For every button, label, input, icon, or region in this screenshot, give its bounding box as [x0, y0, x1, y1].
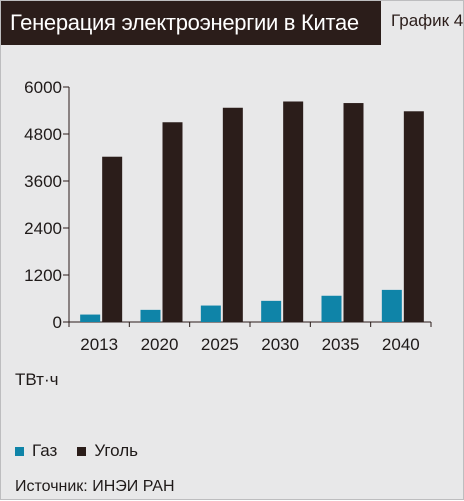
legend-swatch-coal: [77, 446, 87, 456]
gas-bar-2030: [261, 300, 282, 322]
chart-title: Генерация электроэнергии в Китае: [10, 10, 359, 35]
units-label: ТВт·ч: [15, 370, 59, 389]
legend-item-coal: Уголь: [77, 441, 138, 461]
gas-bar-2025: [200, 305, 221, 322]
coal-bar-2040: [403, 111, 424, 323]
x-tick-label: 2035: [322, 335, 360, 354]
legend-label-gas: Газ: [32, 441, 58, 460]
x-tick-label: 2030: [261, 335, 299, 354]
gas-bar-2040: [381, 289, 402, 322]
y-tick-label: 1200: [24, 266, 62, 285]
coal-bar-2013: [102, 156, 123, 322]
coal-bar-2035: [343, 103, 364, 322]
gas-bar-2020: [140, 309, 161, 322]
gas-bar-2035: [321, 295, 342, 322]
x-tick-label: 2013: [80, 335, 118, 354]
legend-item-gas: Газ: [15, 441, 57, 461]
y-tick-label: 0: [53, 313, 62, 332]
y-tick-label: 6000: [24, 78, 62, 97]
legend: Газ Уголь: [15, 441, 138, 461]
coal-bar-2030: [283, 101, 304, 322]
legend-swatch-gas: [15, 446, 24, 456]
x-tick-label: 2020: [141, 335, 179, 354]
y-tick-label: 4800: [24, 125, 62, 144]
y-tick-label: 3600: [24, 172, 62, 191]
x-tick-label: 2025: [201, 335, 239, 354]
chart-header: Генерация электроэнергии в Китае: [1, 1, 381, 45]
source-note: Источник: ИНЭИ РАН: [15, 478, 175, 495]
chart-number: График 4: [391, 11, 464, 30]
gas-bar-2013: [80, 314, 101, 322]
coal-bar-2020: [162, 122, 183, 322]
coal-bar-2025: [222, 107, 243, 322]
legend-label-coal: Уголь: [94, 441, 139, 460]
y-tick-label: 2400: [24, 219, 62, 238]
x-tick-label: 2040: [382, 335, 420, 354]
